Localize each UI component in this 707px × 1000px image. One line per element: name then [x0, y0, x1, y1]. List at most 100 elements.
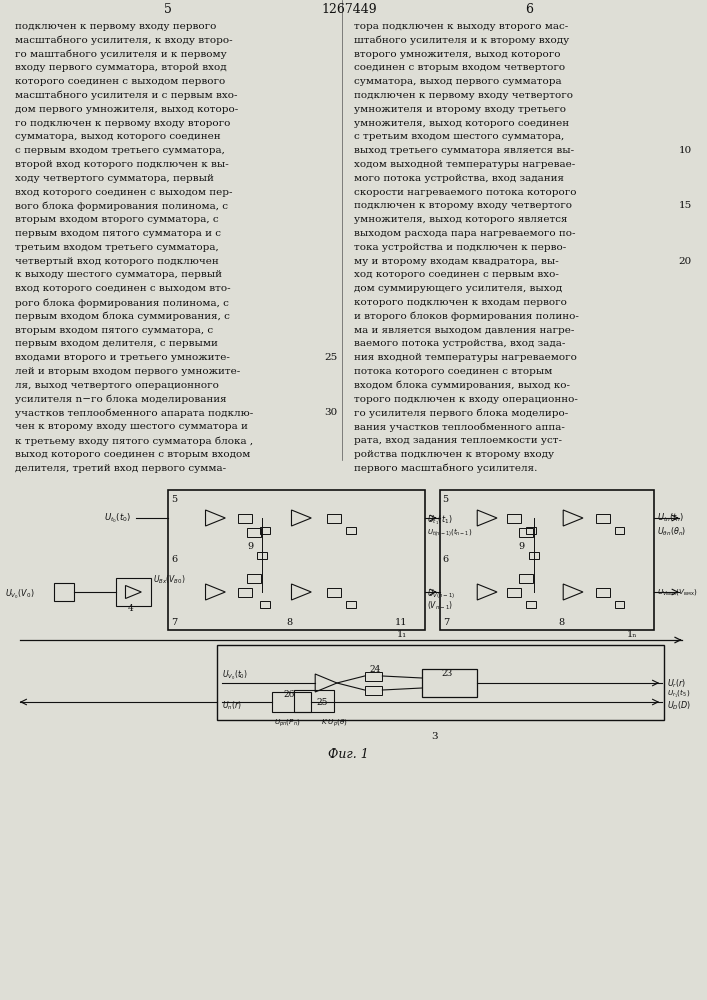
Text: 7: 7 — [443, 618, 449, 627]
Text: подключен к первому входу первого: подключен к первому входу первого — [15, 22, 216, 31]
Text: 8: 8 — [286, 618, 293, 627]
Text: $U_D(D)$: $U_D(D)$ — [667, 700, 691, 712]
Text: вторым входом пятого сумматора, с: вторым входом пятого сумматора, с — [15, 326, 213, 335]
Text: 6: 6 — [525, 3, 534, 16]
Text: первым входом блока суммирования, с: первым входом блока суммирования, с — [15, 312, 230, 321]
Text: второй вход которого подключен к вы-: второй вход которого подключен к вы- — [15, 160, 228, 169]
Text: 11: 11 — [395, 618, 408, 627]
Text: 9: 9 — [247, 542, 253, 551]
Text: ходом выходной температуры нагревае-: ходом выходной температуры нагревае- — [354, 160, 575, 169]
Bar — [327, 587, 341, 596]
Bar — [526, 526, 535, 534]
Text: третьим входом третьего сумматора,: третьим входом третьего сумматора, — [15, 243, 218, 252]
Text: тока устройства и подключен к перво-: тока устройства и подключен к перво- — [354, 243, 566, 252]
Text: мого потока устройства, вход задания: мого потока устройства, вход задания — [354, 174, 563, 183]
Text: 26: 26 — [284, 690, 295, 699]
Text: му и второму входам квадратора, вы-: му и второму входам квадратора, вы- — [354, 257, 559, 266]
Bar — [422, 669, 477, 697]
Bar — [294, 690, 334, 712]
Text: которого соединен с выходом первого: которого соединен с выходом первого — [15, 77, 225, 86]
Text: $U_{V(n-1)}$: $U_{V(n-1)}$ — [427, 587, 455, 601]
Text: потока которого соединен с вторым: потока которого соединен с вторым — [354, 367, 552, 376]
Bar — [526, 600, 535, 607]
Text: выход третьего сумматора является вы-: выход третьего сумматора является вы- — [354, 146, 574, 155]
Text: ход которого соединен с первым вхо-: ход которого соединен с первым вхо- — [354, 270, 559, 279]
Text: 7: 7 — [171, 618, 177, 627]
Bar — [614, 600, 624, 607]
Text: $U_{Bx}(V_{B0})$: $U_{Bx}(V_{B0})$ — [153, 574, 186, 586]
Bar — [346, 526, 356, 534]
Text: $(V_{n-1})$: $(V_{n-1})$ — [427, 599, 453, 611]
Text: к выходу шестого сумматора, первый: к выходу шестого сумматора, первый — [15, 270, 222, 279]
Bar — [238, 514, 252, 522]
Text: сумматора, выход которого соединен: сумматора, выход которого соединен — [15, 132, 221, 141]
Text: 24: 24 — [370, 665, 381, 674]
Text: вторым входом второго сумматора, с: вторым входом второго сумматора, с — [15, 215, 218, 224]
Text: ваемого потока устройства, вход зада-: ваемого потока устройства, вход зада- — [354, 339, 565, 348]
Text: усилителя n−го блока моделирования: усилителя n−го блока моделирования — [15, 395, 226, 404]
Text: 10: 10 — [679, 146, 691, 155]
Text: умножителя, выход которого является: умножителя, выход которого является — [354, 215, 567, 224]
Text: четвертый вход которого подключен: четвертый вход которого подключен — [15, 257, 218, 266]
Text: го подключен к первому входу второго: го подключен к первому входу второго — [15, 119, 230, 128]
Text: 4: 4 — [127, 604, 133, 613]
Text: 25: 25 — [316, 698, 327, 707]
Text: рата, вход задания теплоемкости уст-: рата, вход задания теплоемкости уст- — [354, 436, 562, 445]
Text: торого подключен к входу операционно-: торого подключен к входу операционно- — [354, 395, 578, 404]
Text: первого масштабного усилителя.: первого масштабного усилителя. — [354, 464, 537, 473]
Text: 20: 20 — [679, 257, 691, 266]
Bar — [260, 526, 270, 534]
Text: с первым входом третьего сумматора,: с первым входом третьего сумматора, — [15, 146, 225, 155]
Text: с третьим входом шестого сумматора,: с третьим входом шестого сумматора, — [354, 132, 564, 141]
Bar — [217, 645, 664, 720]
Text: 6: 6 — [443, 555, 449, 564]
Text: подключен к второму входу четвертого: подключен к второму входу четвертого — [354, 201, 572, 210]
Text: 5: 5 — [443, 495, 449, 504]
Bar — [54, 583, 74, 601]
Text: и второго блоков формирования полино-: и второго блоков формирования полино- — [354, 312, 578, 321]
Bar — [168, 490, 425, 630]
Text: 6: 6 — [171, 555, 177, 564]
Text: ройства подключен к второму входу: ройства подключен к второму входу — [354, 450, 554, 459]
Bar — [238, 587, 252, 596]
Bar — [247, 574, 261, 582]
Text: дом суммирующего усилителя, выход: дом суммирующего усилителя, выход — [354, 284, 562, 293]
Text: $U_{tn}(t_n)$: $U_{tn}(t_n)$ — [657, 512, 684, 524]
Bar — [529, 552, 539, 558]
Text: делителя, третий вход первого сумма-: делителя, третий вход первого сумма- — [15, 464, 226, 473]
Text: входом блока суммирования, выход ко-: входом блока суммирования, выход ко- — [354, 381, 570, 390]
Bar — [346, 600, 356, 607]
Text: ма и является выходом давления нагре-: ма и является выходом давления нагре- — [354, 326, 574, 335]
Text: умножителя и второму входу третьего: умножителя и второму входу третьего — [354, 105, 566, 114]
Text: го маштабного усилителя и к первому: го маштабного усилителя и к первому — [15, 50, 226, 59]
Text: го усилителя первого блока моделиро-: го усилителя первого блока моделиро- — [354, 408, 568, 418]
Text: 23: 23 — [442, 669, 453, 678]
Text: вого блока формирования полинома, с: вого блока формирования полинома, с — [15, 201, 228, 211]
Text: $U_{V\text{вых}}(V_{\text{вмх}})$: $U_{V\text{вых}}(V_{\text{вмх}})$ — [657, 587, 698, 597]
Text: $K\;U_p(\theta)$: $K\;U_p(\theta)$ — [321, 718, 348, 729]
Text: ля, выход четвертого операционного: ля, выход четвертого операционного — [15, 381, 218, 390]
Text: ния входной температуры нагреваемого: ния входной температуры нагреваемого — [354, 353, 577, 362]
Bar — [365, 672, 382, 680]
Text: $U_{t(n-1)}(t_{n-1})$: $U_{t(n-1)}(t_{n-1})$ — [427, 526, 472, 538]
Text: вход которого соединен с выходом пер-: вход которого соединен с выходом пер- — [15, 188, 233, 197]
Text: участков теплообменного апарата подклю-: участков теплообменного апарата подклю- — [15, 408, 253, 418]
Text: дом первого умножителя, выход которо-: дом первого умножителя, выход которо- — [15, 105, 238, 114]
Bar — [257, 552, 267, 558]
Text: $U_{V_0}(t_0)$: $U_{V_0}(t_0)$ — [222, 668, 248, 682]
Bar — [327, 514, 341, 522]
Text: выход которого соединен с вторым входом: выход которого соединен с вторым входом — [15, 450, 250, 459]
Text: $U_r(r)$: $U_r(r)$ — [667, 677, 686, 690]
Bar — [116, 578, 151, 606]
Bar — [507, 587, 521, 596]
Text: $U_{r_1}(t_5)$: $U_{r_1}(t_5)$ — [667, 688, 690, 700]
Bar — [260, 600, 270, 607]
Text: 8: 8 — [559, 618, 564, 627]
Text: $U_{\theta n}(\theta_n)$: $U_{\theta n}(\theta_n)$ — [657, 526, 686, 538]
Text: 5: 5 — [164, 3, 172, 16]
Text: ходу четвертого сумматора, первый: ходу четвертого сумматора, первый — [15, 174, 214, 183]
Text: чен к второму входу шестого сумматора и: чен к второму входу шестого сумматора и — [15, 422, 247, 431]
Bar — [440, 490, 654, 630]
Text: 15: 15 — [679, 201, 691, 210]
Text: $U_n(r)$: $U_n(r)$ — [222, 700, 242, 712]
